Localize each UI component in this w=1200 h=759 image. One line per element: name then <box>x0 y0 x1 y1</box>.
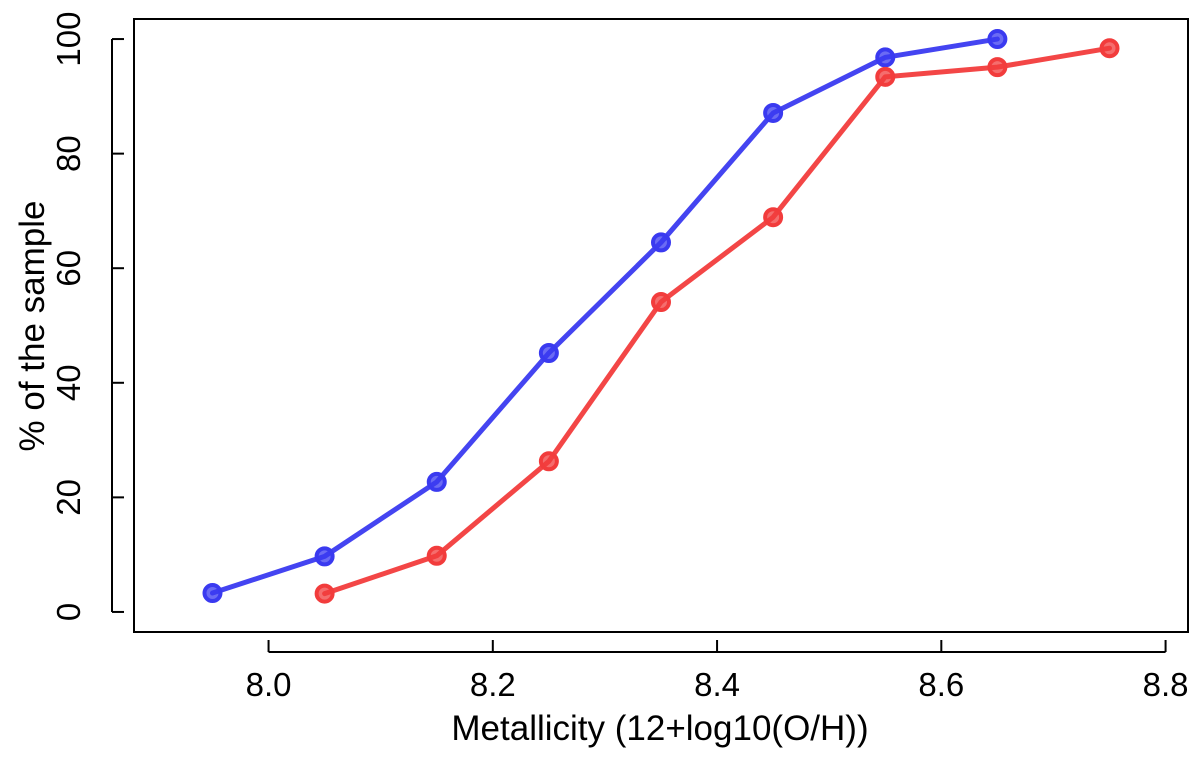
x-tick-label: 8.4 <box>694 666 740 703</box>
data-point-blue <box>651 232 671 253</box>
series-line-red <box>322 45 1113 597</box>
y-tick-label: 100 <box>50 12 87 67</box>
x-tick-label: 8.0 <box>246 666 292 703</box>
series-red <box>314 38 1120 604</box>
data-point-red <box>426 545 447 566</box>
series-line-blue <box>209 36 1000 596</box>
plot-frame <box>133 18 1189 633</box>
y-axis: 0 20 40 60 80 100 <box>50 12 124 621</box>
data-point-red <box>763 207 784 228</box>
y-tick-label: 40 <box>50 364 87 401</box>
data-point-blue <box>538 342 559 363</box>
data-point-red <box>875 66 896 87</box>
data-point-blue <box>314 546 335 567</box>
y-tick-label: 20 <box>50 479 87 516</box>
series-layer <box>202 29 1120 604</box>
series-blue <box>202 29 1008 604</box>
y-tick-label: 0 <box>50 603 87 621</box>
x-tick-label: 8.8 <box>1143 666 1189 703</box>
data-point-blue <box>202 583 223 604</box>
data-point-red <box>314 583 335 604</box>
y-tick-label: 60 <box>50 250 87 287</box>
data-point-red <box>1099 38 1120 59</box>
data-point-blue <box>763 102 784 123</box>
data-point-red <box>651 292 671 313</box>
data-point-blue <box>426 471 447 492</box>
x-axis-title: Metallicity (12+log10(O/H)) <box>451 709 868 748</box>
data-point-red <box>987 57 1008 78</box>
data-point-red <box>538 451 559 472</box>
data-point-blue <box>987 29 1008 50</box>
x-axis: 8.0 8.2 8.4 8.6 8.8 <box>246 640 1189 703</box>
y-tick-label: 80 <box>50 135 87 172</box>
y-axis-title: % of the sample <box>13 201 52 452</box>
x-tick-label: 8.2 <box>470 666 516 703</box>
x-tick-label: 8.6 <box>918 666 964 703</box>
data-point-blue <box>875 47 896 68</box>
